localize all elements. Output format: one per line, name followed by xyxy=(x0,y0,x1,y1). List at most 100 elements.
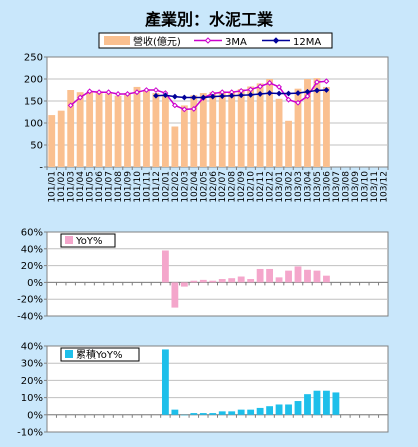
point-12MA xyxy=(257,91,264,97)
y-tick-label: 20% xyxy=(21,261,43,272)
bar-營收(億元) xyxy=(218,91,226,167)
x-tick-label: 102/04 xyxy=(190,171,200,203)
point-12MA xyxy=(295,90,301,96)
y-tick-label: 200 xyxy=(24,75,43,86)
x-tick-label: 103/07 xyxy=(332,171,342,203)
bar-YoY% xyxy=(294,266,302,283)
y-tick-label: -10% xyxy=(17,428,43,439)
x-tick-label: 101/09 xyxy=(124,171,134,203)
x-tick-label: 102/07 xyxy=(218,171,228,203)
bar-營收(億元) xyxy=(228,92,236,167)
bar-營收(億元) xyxy=(95,91,103,167)
point-12MA xyxy=(153,92,159,99)
x-tick-label: 103/11 xyxy=(370,171,380,203)
bar-YoY% xyxy=(266,268,274,283)
legend-marker-3ma xyxy=(204,37,212,44)
y-tick-label: 60% xyxy=(21,228,43,239)
x-tick-label: 101/03 xyxy=(67,171,77,203)
point-12MA xyxy=(314,87,320,94)
bar-營收(億元) xyxy=(152,93,160,167)
x-tick-label: 103/01 xyxy=(275,171,285,203)
bar-營收(億元) xyxy=(190,95,198,167)
y-tick-label: -20% xyxy=(17,295,43,306)
x-tick-label: 102/08 xyxy=(228,171,238,203)
bar-營收(億元) xyxy=(124,93,131,167)
bar-營收(億元) xyxy=(86,92,94,167)
bar-營收(億元) xyxy=(275,98,283,167)
point-12MA xyxy=(209,93,216,100)
bar-累積YoY% xyxy=(247,409,255,415)
bar-營收(億元) xyxy=(294,88,302,167)
x-tick-label: 101/07 xyxy=(105,171,115,203)
point-3MA xyxy=(134,89,140,96)
point-12MA xyxy=(228,92,235,99)
y-tick-label: -40% xyxy=(17,312,43,323)
x-tick-label: 102/11 xyxy=(256,171,266,203)
y-tick-label: 40% xyxy=(21,342,43,353)
y-tick-label: 0% xyxy=(27,278,43,289)
bar-營收(億元) xyxy=(48,115,56,167)
x-tick-label: 101/08 xyxy=(114,171,124,203)
point-12MA xyxy=(238,92,245,99)
bar-YoY% xyxy=(199,279,207,283)
bar-累積YoY% xyxy=(180,414,188,416)
bar-累積YoY% xyxy=(199,413,207,415)
legend-swatch-revenue xyxy=(104,36,130,45)
x-tick-label: 101/12 xyxy=(152,171,162,203)
y-tick-label: 150 xyxy=(24,97,43,108)
bar-營收(億元) xyxy=(161,95,169,167)
x-tick-label: 101/01 xyxy=(48,171,58,203)
y-tick-label: 20% xyxy=(21,376,43,387)
bar-累積YoY% xyxy=(209,413,217,415)
x-tick-label: 101/05 xyxy=(86,171,96,203)
x-tick-label: 102/10 xyxy=(247,171,257,203)
point-12MA xyxy=(323,87,330,93)
point-12MA xyxy=(162,92,169,99)
legend-label-cum-yoy: 累積YoY% xyxy=(76,348,123,361)
point-3MA xyxy=(304,93,311,100)
x-tick-label: 103/05 xyxy=(313,171,323,203)
bar-營收(億元) xyxy=(285,120,292,167)
bar-營收(億元) xyxy=(180,105,188,167)
y-tick-label: - xyxy=(39,163,43,174)
point-3MA xyxy=(96,89,103,96)
point-3MA xyxy=(323,78,330,85)
x-tick-label: 102/01 xyxy=(161,171,171,203)
point-12MA xyxy=(171,93,178,100)
bar-營收(億元) xyxy=(133,86,141,167)
point-12MA xyxy=(285,90,292,97)
point-3MA xyxy=(115,91,121,97)
bar-YoY% xyxy=(228,278,236,283)
bar-營收(億元) xyxy=(76,92,84,167)
x-tick-label: 103/04 xyxy=(303,171,313,203)
legend-marker-12ma xyxy=(272,37,280,44)
bar-營收(億元) xyxy=(67,90,75,167)
legend-label-revenue: 營收(億元) xyxy=(133,35,181,48)
bar-YoY% xyxy=(323,275,330,283)
point-12MA xyxy=(266,90,273,96)
bar-YoY% xyxy=(190,280,198,283)
legend-box xyxy=(60,233,116,248)
point-3MA xyxy=(181,106,188,113)
legend-label-yoy: YoY% xyxy=(75,236,103,247)
bar-營收(億元) xyxy=(199,93,207,167)
x-tick-label: 103/12 xyxy=(379,171,389,203)
y-tick-label: 30% xyxy=(21,359,43,370)
x-tick-label: 102/09 xyxy=(237,171,247,203)
point-3MA xyxy=(67,102,74,109)
y-tick-label: 250 xyxy=(24,53,43,64)
x-tick-label: 101/10 xyxy=(133,171,143,203)
point-3MA xyxy=(266,80,273,86)
y-tick-label: 50 xyxy=(30,141,43,152)
y-tick-label: 10% xyxy=(21,393,43,404)
bar-累積YoY% xyxy=(332,392,340,415)
x-tick-label: 101/06 xyxy=(95,171,105,203)
point-3MA xyxy=(276,84,282,90)
bar-營收(億元) xyxy=(323,86,330,167)
bar-累積YoY% xyxy=(275,404,283,415)
bar-累積YoY% xyxy=(228,411,236,415)
x-tick-label: 103/10 xyxy=(360,171,370,203)
x-tick-label: 102/05 xyxy=(199,171,209,203)
bar-YoY% xyxy=(313,270,321,283)
x-tick-label: 102/12 xyxy=(266,171,276,203)
